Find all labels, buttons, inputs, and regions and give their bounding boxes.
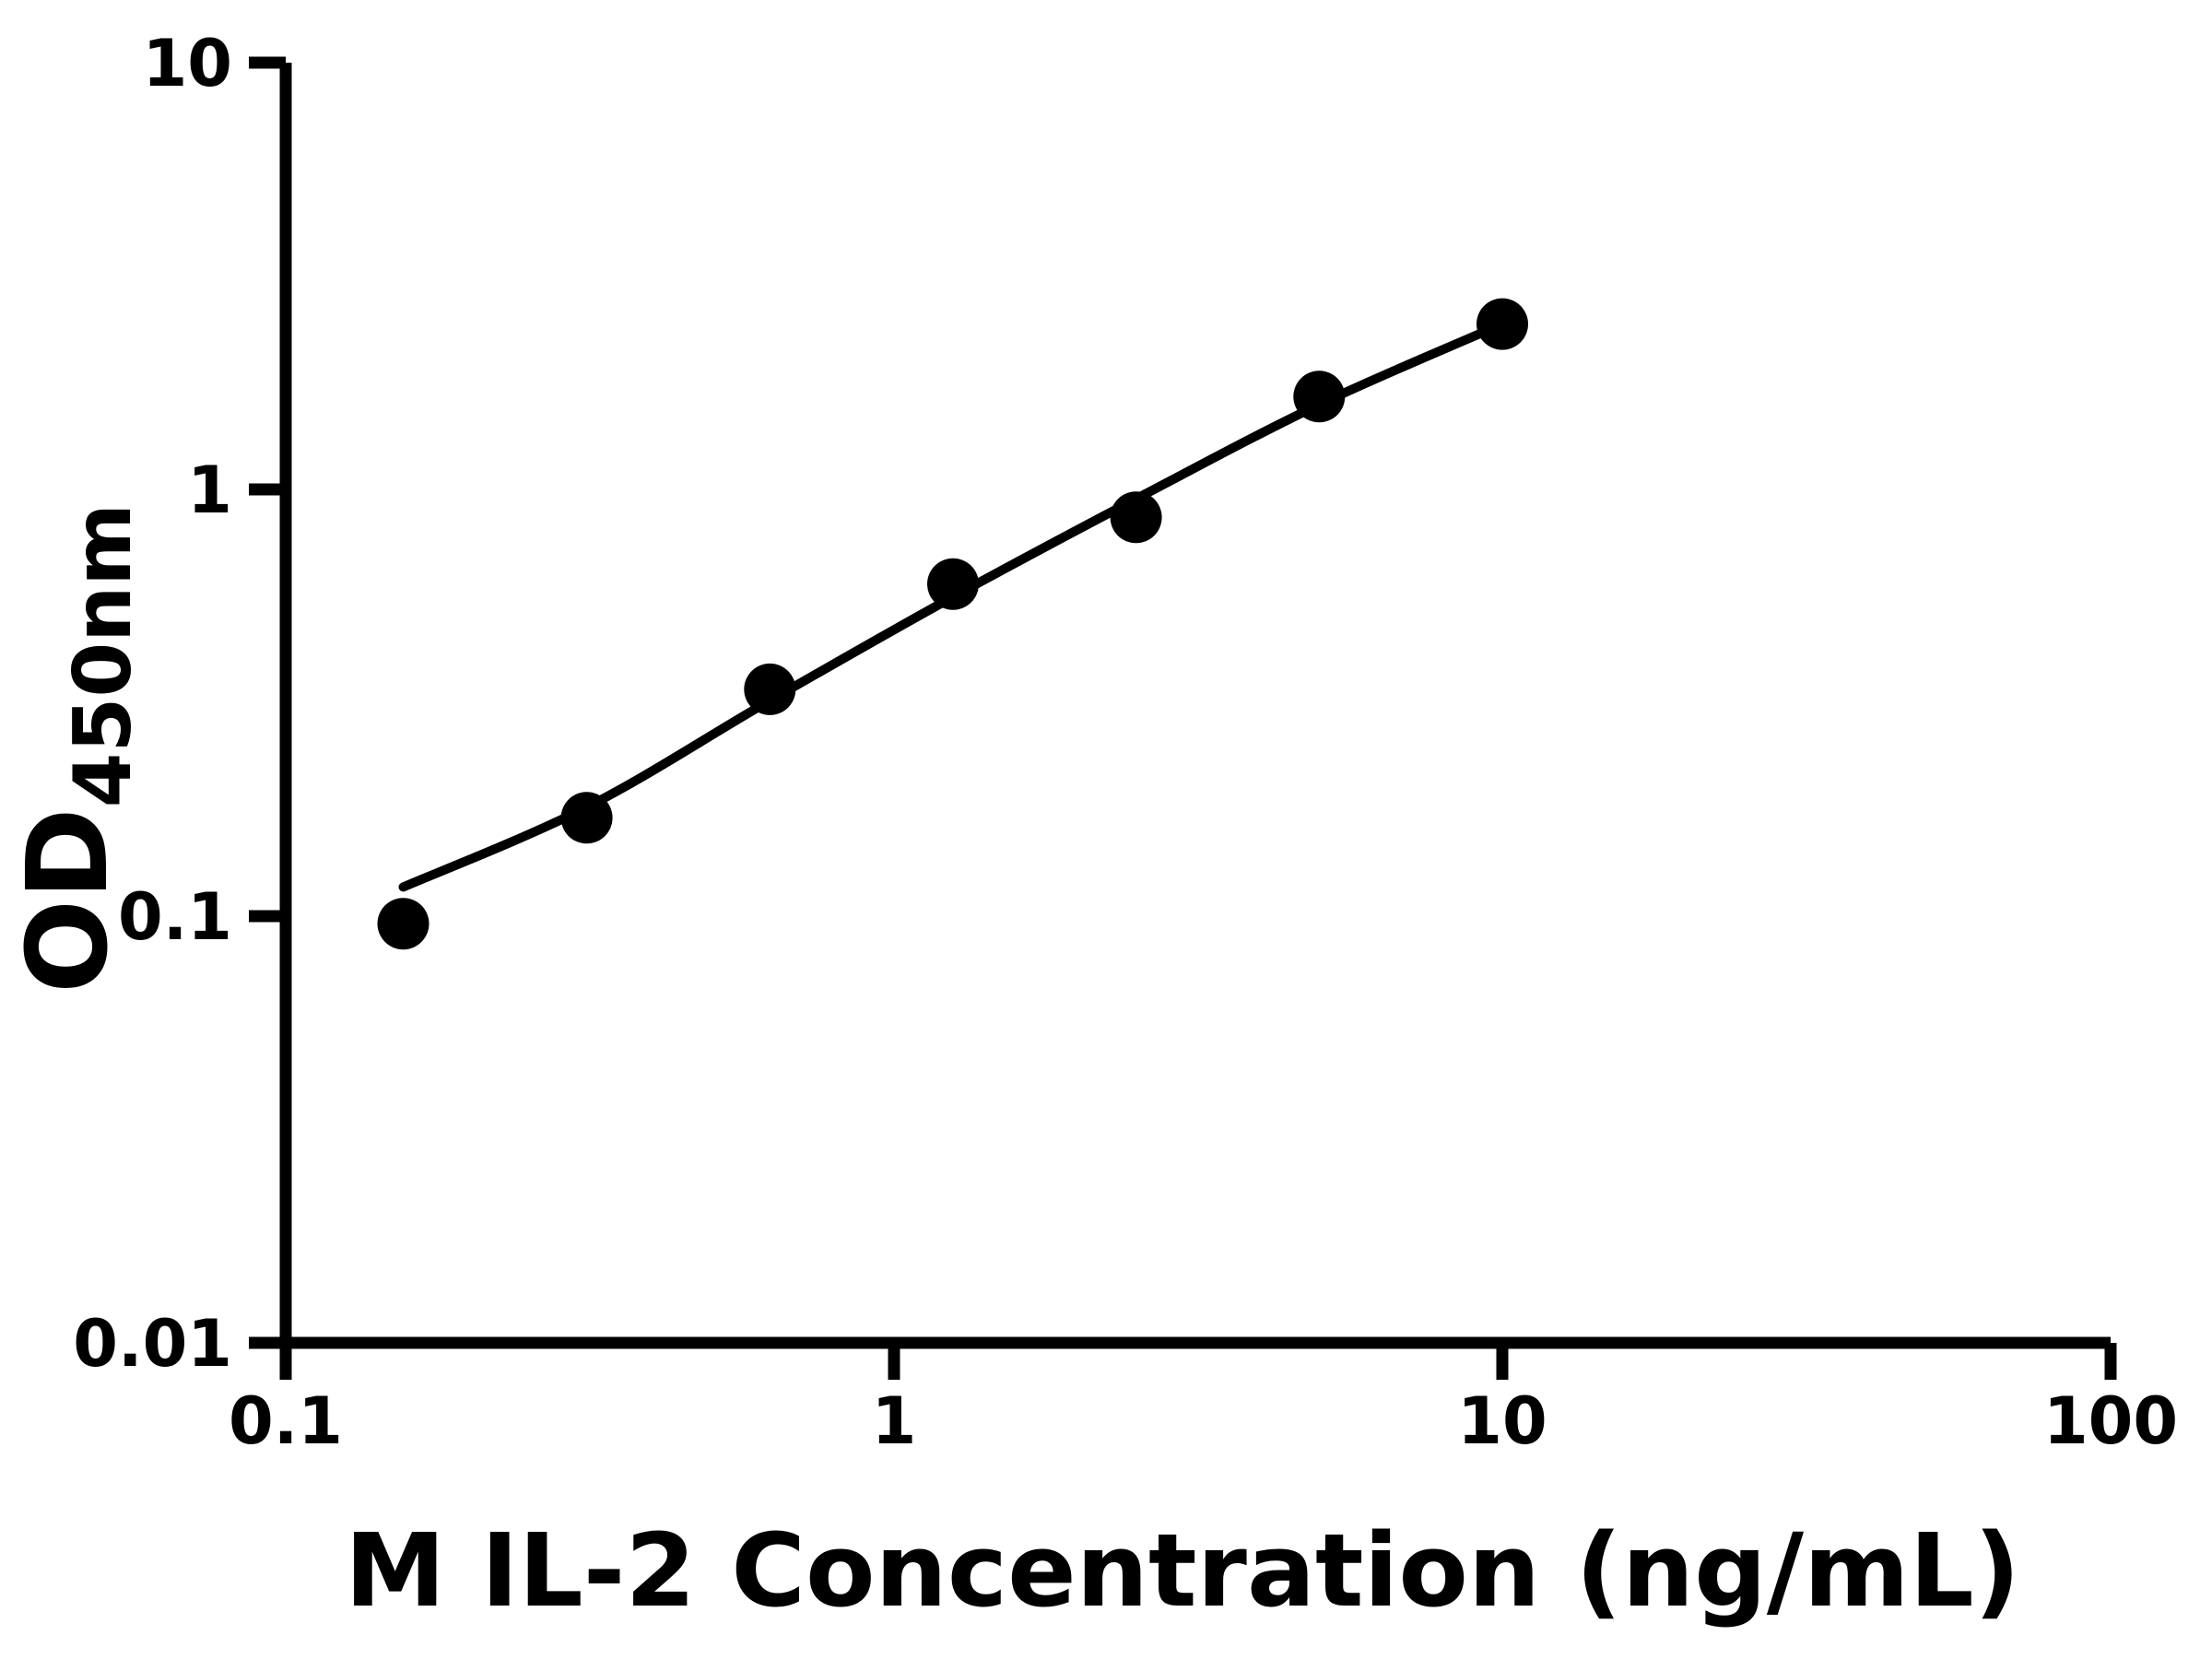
data-point-2 bbox=[560, 792, 613, 844]
data-point-7 bbox=[1477, 298, 1528, 350]
y-tick-label-10: 10 bbox=[143, 26, 232, 101]
x-tick-label-0.1: 0.1 bbox=[229, 1383, 343, 1459]
data-point-4 bbox=[927, 558, 979, 610]
x-tick-label-1: 1 bbox=[872, 1383, 917, 1459]
y-axis-title-main: OD bbox=[5, 807, 133, 994]
data-point-6 bbox=[1293, 371, 1346, 423]
x-tick-label-100: 100 bbox=[2043, 1383, 2178, 1459]
y-tick-label-1: 1 bbox=[187, 453, 232, 528]
x-axis-title: M IL-2 Concentration (ng/mL) bbox=[345, 1512, 2020, 1630]
y-tick-label-0.1: 0.1 bbox=[118, 879, 232, 955]
data-point-5 bbox=[1110, 491, 1162, 544]
data-layer bbox=[377, 298, 1528, 950]
y-axis-title-subscript: 450nm bbox=[57, 503, 149, 807]
data-point-3 bbox=[744, 663, 796, 715]
data-point-1 bbox=[377, 898, 429, 950]
x-tick-label-10: 10 bbox=[1457, 1383, 1547, 1459]
y-axis-title: OD450nm bbox=[5, 503, 149, 994]
y-tick-label-0.01: 0.01 bbox=[73, 1306, 232, 1382]
